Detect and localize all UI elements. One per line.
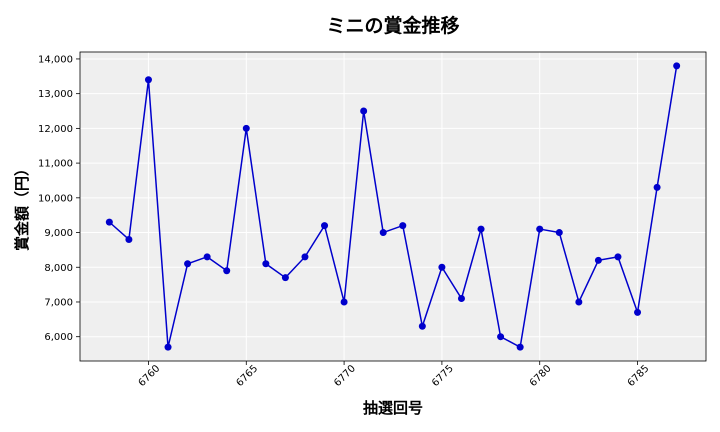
y-axis-label: 賞金額（円） <box>13 161 31 251</box>
data-point <box>594 256 602 264</box>
x-tick-label: 6760 <box>137 363 163 389</box>
y-tick-label: 14,000 <box>38 54 73 65</box>
y-tick-label: 10,000 <box>38 193 73 204</box>
data-point <box>457 295 465 303</box>
chart-title: ミニの賞金推移 <box>326 14 459 37</box>
data-point <box>223 267 231 275</box>
data-point <box>164 343 172 351</box>
x-tick-label: 6780 <box>528 363 554 389</box>
data-point <box>281 274 289 282</box>
data-point <box>516 343 524 351</box>
data-point <box>399 222 407 230</box>
data-point <box>105 218 113 226</box>
plot-frame <box>79 51 707 362</box>
y-tick-label: 7,000 <box>44 297 73 308</box>
data-point <box>536 225 544 233</box>
data-point <box>340 298 348 306</box>
data-point <box>301 253 309 261</box>
x-tick-label: 6785 <box>626 363 652 389</box>
data-point <box>614 253 622 261</box>
series-group <box>105 62 681 351</box>
y-tick-label: 6,000 <box>44 332 73 343</box>
y-tick-label: 11,000 <box>38 159 73 170</box>
x-axis-label: 抽選回号 <box>363 399 423 417</box>
plot-area <box>80 52 706 361</box>
data-point <box>575 298 583 306</box>
y-tick-label: 9,000 <box>44 228 73 239</box>
data-point <box>321 222 329 230</box>
y-tick-label: 13,000 <box>38 89 73 100</box>
data-point <box>438 263 446 271</box>
data-point <box>673 62 681 70</box>
data-point <box>477 225 485 233</box>
data-point <box>184 260 192 268</box>
data-point <box>144 76 152 84</box>
data-point <box>634 308 642 316</box>
data-point <box>497 333 505 341</box>
x-tick-label: 6775 <box>430 363 456 389</box>
x-tick-label: 6765 <box>234 363 260 389</box>
data-point <box>379 229 387 237</box>
data-point <box>125 235 133 243</box>
data-point <box>262 260 270 268</box>
y-tick-label: 8,000 <box>44 263 73 274</box>
data-point <box>555 229 563 237</box>
data-point <box>360 107 368 115</box>
data-point <box>653 183 661 191</box>
data-point <box>242 124 250 132</box>
y-tick-label: 12,000 <box>38 124 73 135</box>
grid-lines <box>80 52 706 361</box>
data-point <box>418 322 426 330</box>
x-tick-label: 6770 <box>332 363 358 389</box>
data-point <box>203 253 211 261</box>
